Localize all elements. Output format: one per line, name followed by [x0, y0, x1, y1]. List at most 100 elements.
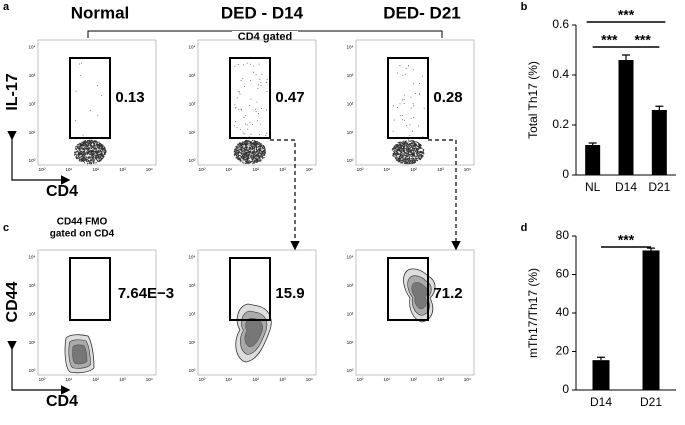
event-dot	[101, 153, 103, 155]
event-dot	[244, 133, 246, 135]
event-dot	[237, 152, 239, 155]
event-dot	[401, 161, 403, 163]
event-dot	[81, 160, 84, 162]
event-dot	[400, 147, 403, 150]
event-dot	[257, 87, 259, 89]
event-dot	[235, 146, 238, 149]
dashed-arrow	[270, 139, 300, 251]
event-dot	[242, 78, 244, 80]
log-tick-label: 10⁰	[29, 158, 36, 163]
event-dot	[395, 159, 397, 161]
event-dot	[260, 154, 262, 156]
event-dot	[237, 149, 239, 151]
event-dot	[255, 110, 257, 112]
event-dot	[400, 141, 403, 143]
event-dot	[402, 155, 404, 157]
event-dot	[77, 143, 80, 145]
event-dot	[413, 116, 415, 118]
log-tick-label: 10⁰	[39, 377, 46, 382]
event-dot	[258, 143, 260, 145]
event-dot	[394, 152, 396, 154]
event-dot	[401, 115, 403, 117]
event-dot	[244, 150, 246, 152]
event-dot	[250, 153, 252, 155]
event-dot	[236, 127, 238, 129]
event-dot	[101, 145, 104, 147]
event-dot	[240, 108, 242, 110]
event-dot	[414, 145, 416, 147]
event-dot	[413, 150, 415, 153]
event-dot	[96, 152, 98, 154]
event-dot	[87, 150, 89, 152]
event-dot	[411, 157, 414, 159]
event-dot	[90, 151, 92, 154]
event-dot	[75, 148, 77, 150]
event-dot	[392, 147, 394, 150]
log-tick-label: 10⁴	[29, 255, 36, 260]
event-dot	[399, 159, 401, 161]
event-dot	[265, 82, 267, 84]
event-dot	[83, 157, 85, 159]
event-dot	[400, 144, 402, 146]
event-dot	[402, 147, 404, 150]
log-tick-label: 10³	[279, 377, 286, 382]
log-tick-label: 10²	[189, 101, 196, 106]
event-dot	[402, 149, 404, 151]
event-dot	[236, 153, 238, 155]
event-dot	[259, 134, 261, 136]
event-dot	[250, 143, 252, 145]
gate-value: 15.9	[275, 285, 304, 302]
event-dot	[81, 156, 83, 158]
log-tick-label: 10⁰	[199, 377, 206, 382]
event-dot	[77, 145, 79, 147]
event-dot	[96, 140, 98, 142]
event-dot	[252, 158, 254, 160]
event-dot	[93, 144, 96, 146]
event-dot	[414, 93, 416, 95]
event-dot	[400, 150, 403, 152]
event-dot	[394, 149, 396, 151]
event-dot	[259, 153, 262, 155]
event-dot	[266, 132, 268, 134]
event-dot	[258, 145, 260, 147]
log-tick-label: 10²	[92, 167, 99, 172]
event-dot	[396, 158, 398, 160]
event-dot	[402, 119, 404, 121]
event-dot	[244, 147, 246, 149]
event-dot	[395, 147, 397, 150]
event-dot	[89, 140, 92, 142]
event-dot	[254, 140, 256, 142]
event-dot	[402, 146, 405, 148]
event-dot	[397, 146, 399, 148]
event-dot	[409, 143, 411, 146]
event-dot	[82, 150, 85, 153]
event-dot	[259, 78, 261, 80]
event-dot	[405, 152, 407, 154]
event-dot	[260, 81, 262, 83]
event-dot	[77, 147, 79, 149]
event-dot	[401, 151, 403, 153]
event-dot	[255, 142, 257, 144]
event-dot	[95, 143, 97, 146]
event-dot	[409, 160, 411, 162]
log-tick-label: 10³	[347, 73, 354, 78]
event-dot	[93, 140, 96, 142]
log-tick-label: 10⁴	[306, 167, 313, 172]
event-dot	[251, 152, 254, 155]
event-dot	[397, 153, 399, 155]
event-dot	[247, 128, 249, 130]
event-dot	[392, 155, 395, 157]
event-dot	[247, 143, 249, 145]
event-dot	[399, 115, 401, 117]
event-dot	[255, 155, 258, 157]
event-dot	[247, 160, 249, 162]
event-dot	[90, 145, 92, 147]
event-dot	[87, 157, 89, 159]
event-dot	[419, 143, 421, 146]
event-dot	[255, 146, 257, 148]
event-dot	[234, 151, 237, 154]
event-dot	[254, 143, 256, 146]
event-dot	[246, 156, 248, 158]
event-dot	[258, 63, 260, 65]
event-dot	[414, 159, 416, 161]
